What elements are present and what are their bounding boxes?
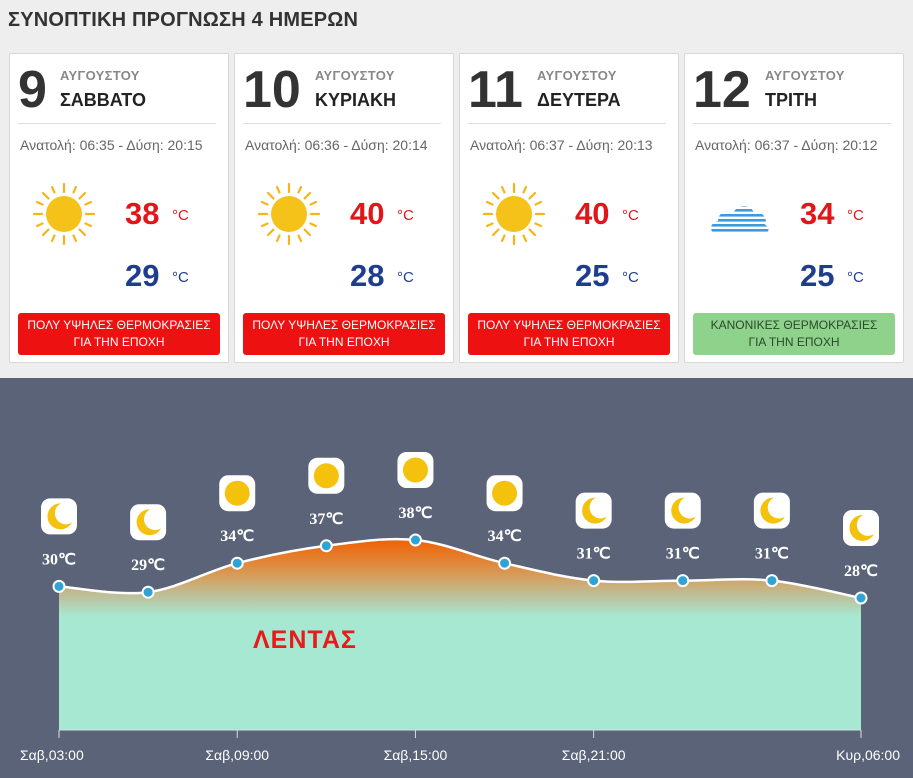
weekday-label: ΤΡΙΤΗ — [765, 90, 817, 110]
weekday-label: ΚΥΡΙΑΚΗ — [315, 90, 397, 110]
data-label: 29℃ — [131, 557, 165, 574]
max-temp: 34 — [800, 196, 835, 231]
cloud-icon — [711, 205, 769, 234]
moon-icon — [41, 498, 77, 535]
temperature-line — [58, 537, 862, 600]
min-temp: 28 — [350, 258, 385, 293]
temperature-badge: ΠΟΛΥ ΥΨΗΛΕΣ ΘΕΡΜΟΚΡΑΣΙΕΣ ΓΙΑ ΤΗΝ ΕΠΟΧΗ — [243, 313, 445, 355]
data-point[interactable] — [141, 585, 155, 599]
day-card: 11 ΑΥΓΟΥΣΤΟΥ ΔΕΥΤΕΡΑ Ανατολή: 06:37 - Δύ… — [459, 53, 679, 363]
temperature-badge: ΠΟΛΥ ΥΨΗΛΕΣ ΘΕΡΜΟΚΡΑΣΙΕΣ ΓΙΑ ΤΗΝ ΕΠΟΧΗ — [468, 313, 670, 355]
data-point[interactable] — [498, 556, 512, 570]
data-label: 31℃ — [666, 546, 700, 563]
data-label: 34℃ — [220, 528, 254, 545]
lower-area — [59, 616, 861, 730]
page-title: ΣΥΝΟΠΤΙΚΗ ΠΡΟΓΝΩΣΗ 4 ΗΜΕΡΩΝ — [8, 9, 359, 31]
x-tick-label: Σαβ,03:00 — [20, 747, 84, 763]
month-label: ΑΥΓΟΥΣΤΟΥ — [315, 68, 395, 83]
badge-line-2: ΓΙΑ ΤΗΝ ΕΠΟΧΗ — [748, 335, 840, 349]
sun-icon — [486, 475, 523, 512]
sunrise-sunset: Ανατολή: 06:36 - Δύση: 20:14 — [245, 137, 428, 153]
max-temp: 40 — [575, 196, 610, 231]
badge-line-1: ΠΟΛΥ ΥΨΗΛΕΣ ΘΕΡΜΟΚΡΑΣΙΕΣ — [252, 318, 436, 332]
max-temp-unit: °C — [397, 207, 414, 224]
max-temp-unit: °C — [622, 207, 639, 224]
sun-icon — [257, 182, 321, 246]
forecast-cards: 9 ΑΥΓΟΥΣΤΟΥ ΣΑΒΒΑΤΟ Ανατολή: 06:35 - Δύσ… — [0, 0, 913, 370]
x-tick-label: Σαβ,15:00 — [384, 747, 448, 763]
sun-icon — [219, 475, 256, 512]
chart-svg: Σαβ,03:00 Σαβ,09:00 Σαβ,15:00 Σαβ,21:00 Κυρ,… — [20, 452, 900, 763]
day-number: 12 — [693, 61, 751, 119]
x-tick-label: Σαβ,09:00 — [205, 747, 269, 763]
divider — [243, 123, 441, 124]
sunrise-sunset: Ανατολή: 06:37 - Δύση: 20:12 — [695, 137, 878, 153]
data-label: 37℃ — [309, 511, 343, 528]
data-point[interactable] — [319, 539, 333, 553]
day-card: 9 ΑΥΓΟΥΣΤΟΥ ΣΑΒΒΑΤΟ Ανατολή: 06:35 - Δύσ… — [9, 53, 229, 363]
max-temp-unit: °C — [172, 207, 189, 224]
divider — [18, 123, 216, 124]
min-temp-unit: °C — [622, 269, 639, 286]
x-tick-label: Κυρ,06:00 — [836, 747, 900, 763]
data-point[interactable] — [854, 591, 868, 605]
day-number: 9 — [18, 61, 47, 119]
day-card: 10 ΑΥΓΟΥΣΤΟΥ ΚΥΡΙΑΚΗ Ανατολή: 06:36 - Δύ… — [234, 53, 454, 363]
weekday-label: ΔΕΥΤΕΡΑ — [537, 90, 621, 110]
day-number: 10 — [243, 61, 301, 119]
data-point[interactable] — [676, 574, 690, 588]
badge-line-1: ΚΑΝΟΝΙΚΕΣ ΘΕΡΜΟΚΡΑΣΙΕΣ — [710, 318, 878, 332]
data-label: 34℃ — [488, 528, 522, 545]
x-tick-label: Σαβ,21:00 — [562, 747, 626, 763]
max-temp: 38 — [125, 196, 160, 231]
weekday-label: ΣΑΒΒΑΤΟ — [60, 90, 146, 110]
min-temp: 29 — [125, 258, 160, 293]
data-label: 38℃ — [398, 505, 432, 522]
hourly-temperature-chart: Σαβ,03:00 Σαβ,09:00 Σαβ,15:00 Σαβ,21:00 Κυρ,… — [0, 378, 913, 778]
max-temp-unit: °C — [847, 207, 864, 224]
moon-icon — [575, 492, 612, 529]
badge-line-1: ΠΟΛΥ ΥΨΗΛΕΣ ΘΕΡΜΟΚΡΑΣΙΕΣ — [27, 318, 211, 332]
moon-icon — [753, 492, 790, 529]
divider — [468, 123, 666, 124]
temperature-badge: ΚΑΝΟΝΙΚΕΣ ΘΕΡΜΟΚΡΑΣΙΕΣ ΓΙΑ ΤΗΝ ΕΠΟΧΗ — [693, 313, 895, 355]
min-temp-unit: °C — [847, 269, 864, 286]
sunrise-sunset: Ανατολή: 06:35 - Δύση: 20:15 — [20, 137, 203, 153]
data-point[interactable] — [52, 579, 66, 593]
min-temp-unit: °C — [172, 269, 189, 286]
moon-icon — [843, 510, 879, 546]
moon-icon — [664, 492, 701, 529]
moon-icon — [130, 504, 167, 541]
data-label: 31℃ — [577, 546, 611, 563]
day-number: 11 — [468, 61, 523, 119]
location-label: ΛΕΝΤΑΣ — [253, 626, 357, 654]
badge-line-2: ΓΙΑ ΤΗΝ ΕΠΟΧΗ — [73, 335, 165, 349]
sunrise-sunset: Ανατολή: 06:37 - Δύση: 20:13 — [470, 137, 653, 153]
data-point[interactable] — [587, 574, 601, 588]
data-label: 28℃ — [844, 563, 878, 580]
min-temp-unit: °C — [397, 269, 414, 286]
badge-line-2: ΓΙΑ ΤΗΝ ΕΠΟΧΗ — [298, 335, 390, 349]
month-label: ΑΥΓΟΥΣΤΟΥ — [765, 68, 845, 83]
min-temp: 25 — [800, 258, 835, 293]
temperature-badge: ΠΟΛΥ ΥΨΗΛΕΣ ΘΕΡΜΟΚΡΑΣΙΕΣ ΓΙΑ ΤΗΝ ΕΠΟΧΗ — [18, 313, 220, 355]
data-point[interactable] — [765, 574, 779, 588]
data-point[interactable] — [230, 556, 244, 570]
max-temp: 40 — [350, 196, 385, 231]
min-temp: 25 — [575, 258, 610, 293]
month-label: ΑΥΓΟΥΣΤΟΥ — [537, 68, 617, 83]
month-label: ΑΥΓΟΥΣΤΟΥ — [60, 68, 140, 83]
badge-line-1: ΠΟΛΥ ΥΨΗΛΕΣ ΘΕΡΜΟΚΡΑΣΙΕΣ — [477, 318, 661, 332]
data-label: 31℃ — [755, 546, 789, 563]
data-point[interactable] — [408, 533, 422, 547]
badge-line-2: ΓΙΑ ΤΗΝ ΕΠΟΧΗ — [523, 335, 615, 349]
sun-icon — [482, 182, 546, 246]
sun-icon — [32, 182, 96, 246]
divider — [693, 123, 891, 124]
sun-icon — [308, 457, 345, 494]
sun-icon — [397, 452, 434, 488]
day-card: 12 ΑΥΓΟΥΣΤΟΥ ΤΡΙΤΗ Ανατολή: 06:37 - Δύση… — [684, 53, 904, 363]
data-label: 30℃ — [42, 551, 76, 568]
